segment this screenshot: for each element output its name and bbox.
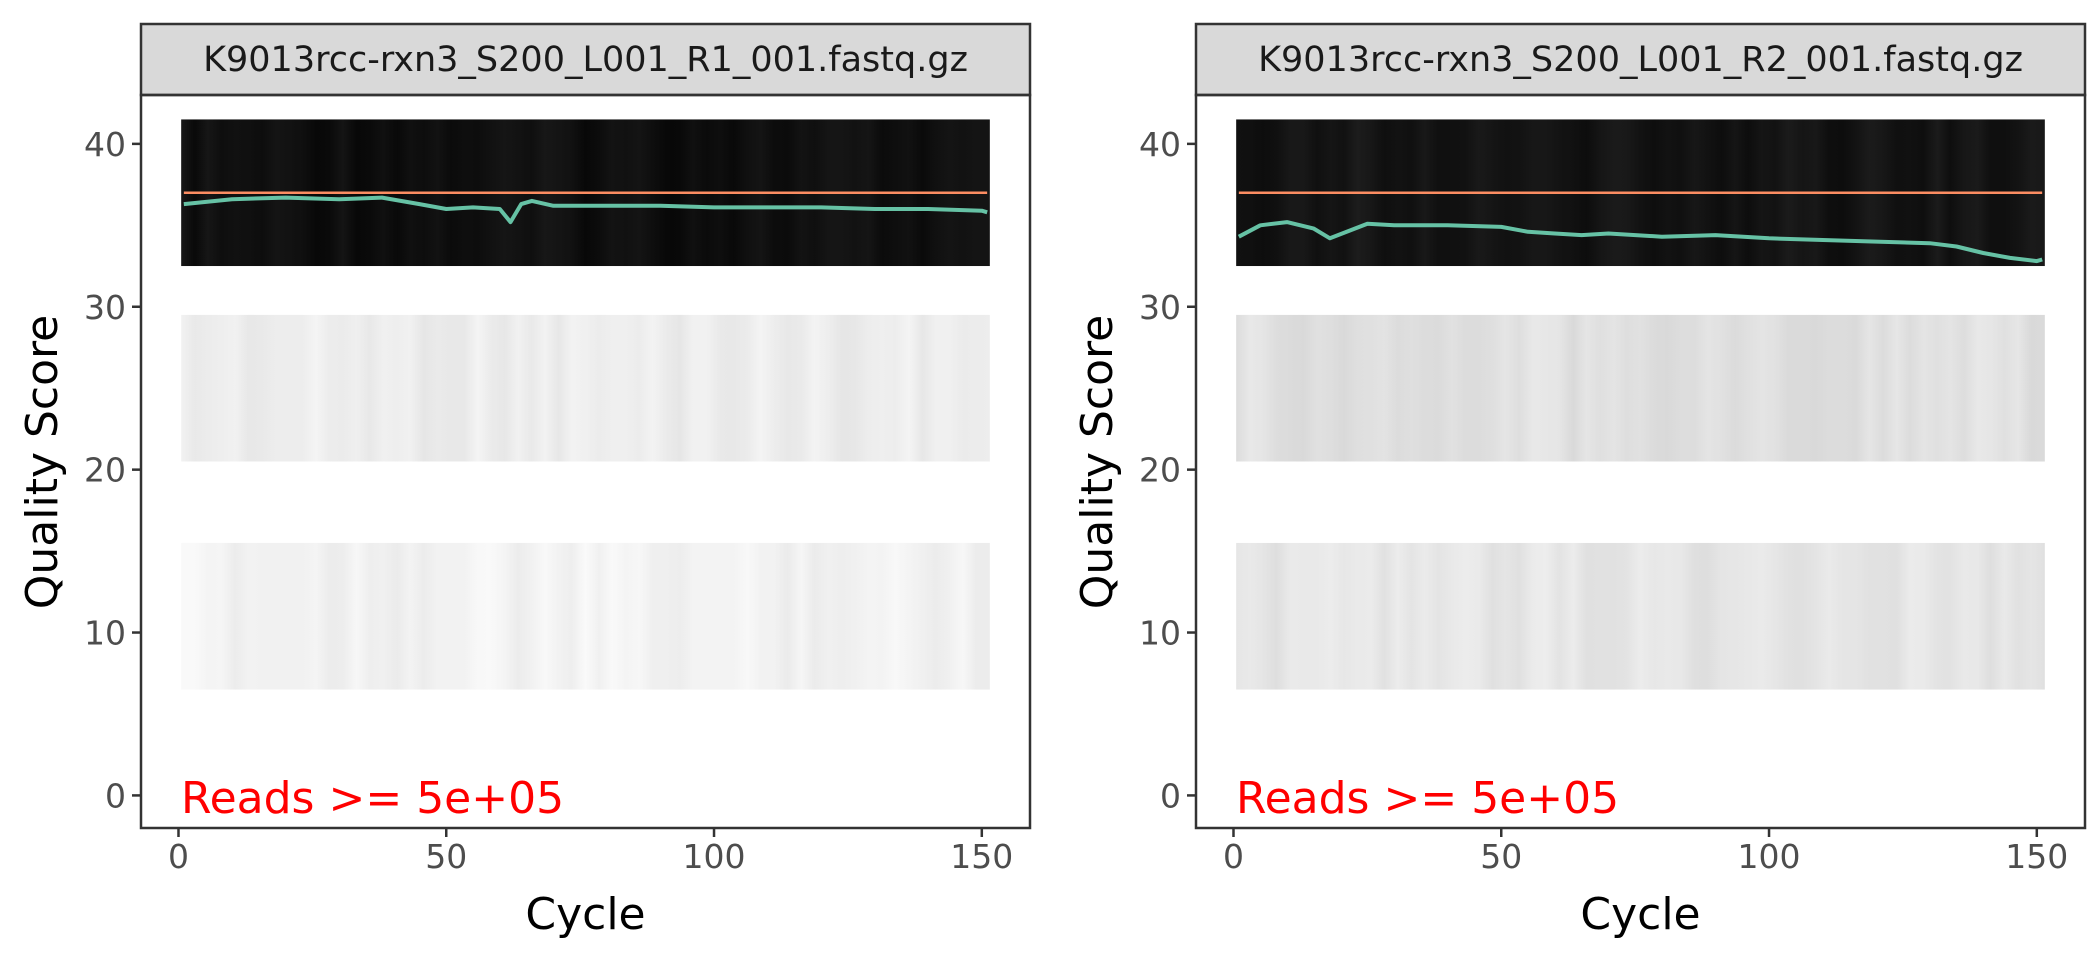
y-tick-label: 40 xyxy=(1139,125,1181,164)
plot-area xyxy=(1236,119,2045,690)
panel-strip-background xyxy=(1194,22,2087,97)
mean-quality-line xyxy=(1237,220,2043,264)
y-tick-label: 0 xyxy=(105,776,126,815)
y-tick-label: 10 xyxy=(1139,614,1181,653)
panel-read1: K9013rcc-rxn3_S200_L001_R1_001.fastq.gz … xyxy=(17,22,1032,940)
quality-heat-band xyxy=(181,542,990,690)
panel-strip-background xyxy=(139,22,1032,97)
y-tick-label: 10 xyxy=(84,614,126,653)
x-tick-label: 150 xyxy=(950,837,1013,876)
reads-annotation: Reads >= 5e+05 xyxy=(1236,773,1619,824)
panel-border xyxy=(1194,93,2087,830)
plot-area xyxy=(181,119,990,690)
y-tick-label: 0 xyxy=(1160,776,1181,815)
x-tick-label: 100 xyxy=(1738,837,1801,876)
panel-strip-title: K9013rcc-rxn3_S200_L001_R2_001.fastq.gz xyxy=(1258,40,2023,80)
x-tick-label: 150 xyxy=(2005,837,2068,876)
x-tick-label: 0 xyxy=(1223,837,1244,876)
y-tick-label: 30 xyxy=(1139,288,1181,327)
quality-heat-band xyxy=(1236,542,2045,690)
axes: 0 50 100 150 0 10 20 30 40 xyxy=(84,125,1013,876)
panel-border xyxy=(139,93,1032,830)
axes: 0 50 100 150 0 10 20 30 40 xyxy=(1139,125,2068,876)
x-axis-title: Cycle xyxy=(1580,889,1700,940)
quality-heat-band xyxy=(181,314,990,462)
y-tick-label: 30 xyxy=(84,288,126,327)
y-tick-label: 20 xyxy=(1139,451,1181,490)
panel-strip-title: K9013rcc-rxn3_S200_L001_R1_001.fastq.gz xyxy=(203,40,968,80)
y-tick-label: 40 xyxy=(84,125,126,164)
x-tick-label: 100 xyxy=(683,837,746,876)
quality-heat-band xyxy=(1236,314,2045,462)
x-axis-title: Cycle xyxy=(525,889,645,940)
y-axis-title: Quality Score xyxy=(1072,315,1123,609)
x-tick-label: 0 xyxy=(168,837,189,876)
y-tick-label: 20 xyxy=(84,451,126,490)
mean-quality-line xyxy=(183,195,988,225)
panel-read2: K9013rcc-rxn3_S200_L001_R2_001.fastq.gz … xyxy=(1072,22,2087,940)
y-axis-title: Quality Score xyxy=(17,315,68,609)
x-tick-label: 50 xyxy=(1480,837,1522,876)
x-tick-label: 50 xyxy=(425,837,467,876)
reads-annotation: Reads >= 5e+05 xyxy=(181,773,564,824)
